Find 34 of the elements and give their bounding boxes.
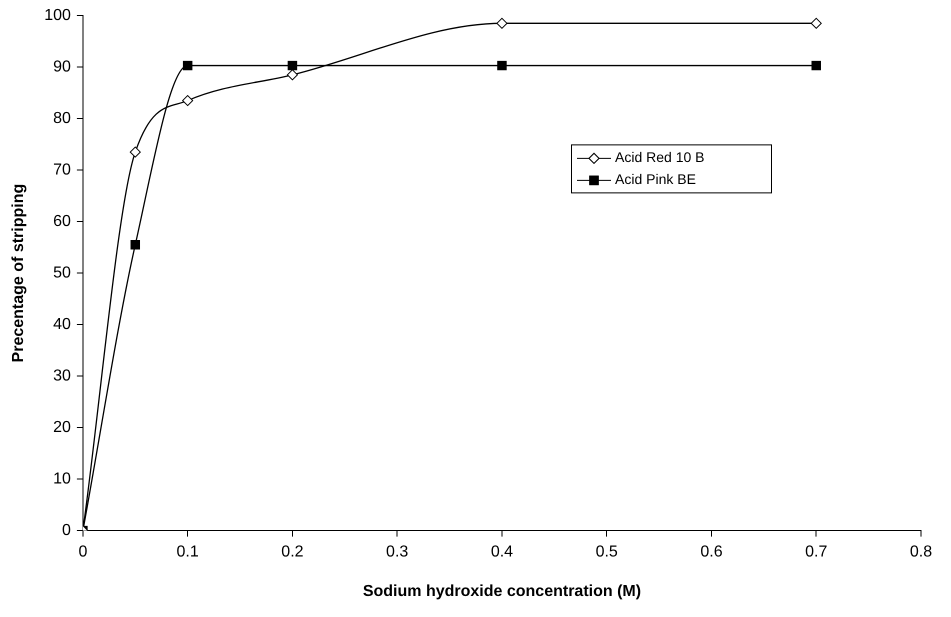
y-tick-label: 80 xyxy=(53,110,71,128)
legend-label: Acid Red 10 B xyxy=(615,149,704,166)
point xyxy=(182,95,194,106)
y-tick-label: 50 xyxy=(53,264,71,282)
point xyxy=(182,60,192,70)
x-tick-label: 0.8 xyxy=(910,544,932,561)
point xyxy=(810,18,822,29)
x-tick-label: 0.2 xyxy=(281,544,304,561)
y-tick-label: 40 xyxy=(53,316,71,334)
point xyxy=(811,60,821,70)
y-tick-label: 20 xyxy=(53,419,71,436)
point xyxy=(286,69,298,80)
y-tick-label: 70 xyxy=(53,162,71,179)
x-axis-title: Sodium hydroxide concentration (M) xyxy=(362,582,642,600)
y-tick-label: 100 xyxy=(44,7,71,24)
x-tick-label: 0.1 xyxy=(176,544,199,561)
point xyxy=(496,18,508,29)
y-tick-label: 0 xyxy=(62,522,71,540)
x-tick-label: 0.7 xyxy=(805,544,828,561)
y-tick-label: 90 xyxy=(53,58,71,76)
x-tick-label: 0.3 xyxy=(386,544,408,561)
x-tick-label: 0.5 xyxy=(596,544,618,561)
point xyxy=(497,60,507,70)
y-axis-title: Precentage of stripping xyxy=(10,184,28,362)
legend-label: Acid Pink BE xyxy=(615,171,696,188)
y-tick-label: 30 xyxy=(53,368,71,385)
point xyxy=(130,146,141,158)
x-tick-label: 0.4 xyxy=(490,544,514,561)
point xyxy=(130,240,140,250)
y-tick-label: 60 xyxy=(53,213,71,230)
x-tick-label: 0.6 xyxy=(700,544,723,561)
point xyxy=(288,60,298,70)
x-tick-label: 0 xyxy=(78,544,88,561)
y-tick-label: 10 xyxy=(53,470,71,488)
